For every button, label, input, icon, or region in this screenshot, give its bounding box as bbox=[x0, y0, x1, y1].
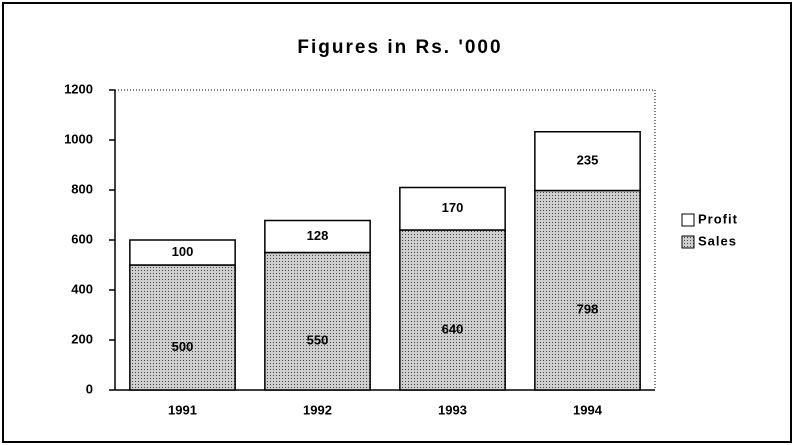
bar-segment bbox=[264, 219, 371, 254]
y-tick-label: 0 bbox=[86, 381, 93, 396]
data-label: 640 bbox=[442, 321, 464, 336]
data-label: 170 bbox=[442, 200, 464, 215]
data-label: 798 bbox=[577, 302, 599, 317]
legend-swatch bbox=[681, 213, 695, 227]
bar-segment bbox=[534, 131, 641, 192]
y-tick-label: 1000 bbox=[64, 131, 93, 146]
x-tick-label: 1993 bbox=[438, 402, 467, 417]
y-tick-label: 200 bbox=[71, 331, 93, 346]
bar-segment bbox=[399, 229, 506, 391]
bar-segment bbox=[534, 189, 641, 391]
y-tick-label: 800 bbox=[71, 181, 93, 196]
data-label: 100 bbox=[172, 244, 194, 259]
data-label: 235 bbox=[577, 153, 599, 168]
bar-segment bbox=[399, 186, 506, 231]
y-tick-label: 400 bbox=[71, 281, 93, 296]
data-label: 128 bbox=[307, 228, 329, 243]
chart-title: Figures in Rs. '000 bbox=[297, 37, 502, 58]
y-tick-label: 600 bbox=[71, 231, 93, 246]
y-tick-label: 1200 bbox=[64, 81, 93, 96]
data-label: 500 bbox=[172, 339, 194, 354]
bar-segment bbox=[264, 251, 371, 391]
x-tick-label: 1991 bbox=[168, 402, 197, 417]
data-label: 550 bbox=[307, 333, 329, 348]
x-tick-label: 1992 bbox=[303, 402, 332, 417]
legend-label: Sales bbox=[698, 233, 737, 248]
x-tick-label: 1994 bbox=[573, 402, 603, 417]
legend-swatch bbox=[681, 235, 695, 249]
bar-segment bbox=[129, 239, 236, 266]
legend-label: Profit bbox=[698, 211, 738, 226]
bar-segment bbox=[129, 264, 236, 391]
